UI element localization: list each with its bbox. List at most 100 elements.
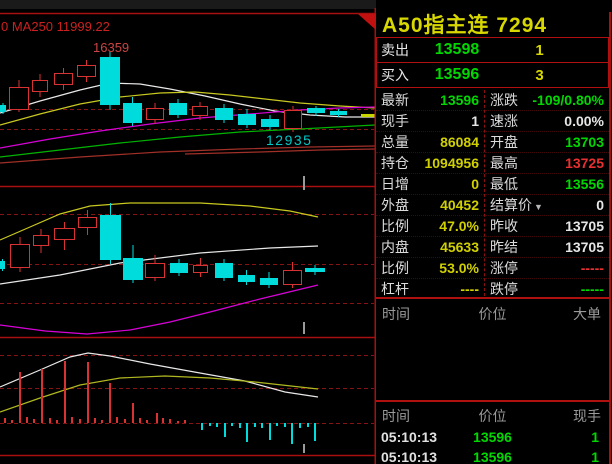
stat-value: ----- — [580, 260, 604, 276]
kline-chart-svg[interactable]: 0 MA250 11999.22 16359 12935 — [0, 0, 378, 464]
dropdown-arrow-icon[interactable]: ▼ — [534, 202, 543, 212]
stat-value: 45633 — [440, 239, 479, 255]
big-order-list-header: 时间 价位 大单 — [376, 304, 609, 324]
price-pane-weekly — [0, 202, 374, 335]
stat-label: 昨收 — [490, 218, 518, 234]
stat-label: 涨跌 — [490, 92, 518, 108]
stat-label: 日增 — [381, 176, 409, 192]
ma-line — [0, 284, 319, 335]
candle-down — [100, 57, 120, 105]
stat-row: 涨停 ----- — [485, 258, 609, 279]
tick-list[interactable]: 05:10:13 13596 1 05:10:13 13596 1 — [376, 427, 609, 464]
stat-row: 杠杆 ---- — [376, 279, 484, 299]
order-label: 买入 — [381, 67, 409, 83]
ma-line — [0, 145, 376, 164]
stat-label: 杠杆 — [381, 281, 409, 297]
stat-row: 现手 1 — [376, 111, 484, 132]
stat-label: 涨停 — [490, 260, 518, 276]
order-row-sell[interactable]: 卖出 13598 1 — [377, 38, 608, 63]
stat-label: 开盘 — [490, 134, 518, 150]
tick-price: 13596 — [473, 429, 512, 445]
candle-down — [169, 103, 187, 115]
high-label: 16359 — [93, 40, 129, 55]
order-qty: 3 — [535, 66, 544, 84]
candle-up — [284, 110, 302, 129]
tick-price: 13596 — [473, 449, 512, 464]
order-price[interactable]: 13596 — [434, 66, 480, 83]
section-divider — [376, 297, 609, 299]
stat-row: 比例 47.0% — [376, 216, 484, 237]
tick-qty: 1 — [591, 449, 599, 464]
stat-row: 跌停 ----- — [485, 279, 609, 299]
price-pane-daily: 0 MA250 11999.22 16359 12935 — [0, 19, 376, 164]
stat-value: 1 — [471, 113, 479, 129]
col-header-time: 时间 — [382, 306, 410, 322]
candle-up — [78, 217, 97, 228]
indicator-pane — [0, 352, 374, 444]
stat-value: 1094956 — [424, 155, 479, 171]
stat-value: 13556 — [565, 176, 604, 192]
candle-down — [123, 258, 143, 280]
stats-column-left: 最新 13596 现手 1 总量 86084 持仓 1094956 日增 0 外盘 40452 比例 47… — [376, 90, 484, 299]
candle-down — [0, 261, 5, 269]
candle-down — [330, 111, 347, 115]
tick-time: 05:10:13 — [381, 449, 438, 464]
kline-chart-area[interactable]: 0 MA250 11999.22 16359 12935 — [0, 0, 378, 464]
candle-down — [307, 108, 325, 113]
candle-up — [145, 263, 165, 278]
current-price-marker — [361, 114, 375, 117]
col-header-bigorder: 大单 — [573, 306, 601, 322]
stat-row: 总量 86084 — [376, 132, 484, 153]
candle-down — [261, 119, 279, 127]
stat-label: 总量 — [381, 134, 409, 150]
stat-label: 比例 — [381, 218, 409, 234]
quote-stats: 最新 13596 现手 1 总量 86084 持仓 1094956 日增 0 外盘 40452 比例 47… — [376, 90, 609, 299]
ma-line — [0, 245, 319, 285]
ma-line — [0, 91, 376, 126]
stat-value: -109/0.80% — [532, 92, 604, 108]
quote-panel: A50指主连 7294 卖出 13598 1 买入 13596 3 最新 13596 现手 1 总… — [376, 0, 612, 464]
stat-label: 速涨 — [490, 113, 518, 129]
col-header-price: 价位 — [478, 408, 507, 424]
candle-down — [100, 215, 121, 260]
ma-line — [0, 375, 319, 413]
stat-row: 涨跌 -109/0.80% — [485, 90, 609, 111]
stat-label: 持仓 — [381, 155, 409, 171]
stat-value: 13596 — [440, 92, 479, 108]
stat-value: 86084 — [440, 134, 479, 150]
candle-down — [215, 263, 233, 278]
candle-down — [215, 108, 233, 120]
stat-row: 外盘 40452 — [376, 195, 484, 216]
tick-time: 05:10:13 — [381, 429, 438, 445]
stat-row: 最高 13725 — [485, 153, 609, 174]
stat-row: 结算价 ▼ 0 — [485, 195, 609, 216]
stat-label: 跌停 — [490, 281, 518, 297]
candle-up — [33, 235, 49, 246]
stat-label: 最新 — [381, 92, 409, 108]
stat-row: 昨结 13705 — [485, 237, 609, 258]
order-price[interactable]: 13598 — [434, 41, 480, 58]
low-label: 12935 — [266, 132, 312, 148]
stat-value: ---- — [460, 281, 479, 297]
stat-label: 最高 — [490, 155, 518, 171]
stat-label: 现手 — [381, 113, 409, 129]
order-row-buy[interactable]: 买入 13596 3 — [377, 63, 608, 87]
section-divider — [376, 400, 609, 402]
stat-value: 47.0% — [439, 218, 479, 234]
stat-row: 开盘 13703 — [485, 132, 609, 153]
stat-value: 13705 — [565, 218, 604, 234]
candle-up — [54, 228, 75, 240]
bid-ask-box: 卖出 13598 1 买入 13596 3 — [376, 37, 609, 88]
stat-value: 13725 — [565, 155, 604, 171]
stat-label: 外盘 — [381, 197, 409, 213]
corner-triangle-icon — [358, 14, 376, 30]
candle-up — [77, 65, 96, 77]
col-header-price: 价位 — [478, 306, 507, 322]
stat-label: 结算价 ▼ — [490, 197, 543, 213]
stat-label: 昨结 — [490, 239, 518, 255]
instrument-title: A50指主连 7294 — [382, 14, 548, 37]
candle-up — [283, 270, 302, 285]
stat-row: 日增 0 — [376, 174, 484, 195]
stat-label: 比例 — [381, 260, 409, 276]
tick-row: 05:10:13 13596 1 — [376, 427, 609, 447]
